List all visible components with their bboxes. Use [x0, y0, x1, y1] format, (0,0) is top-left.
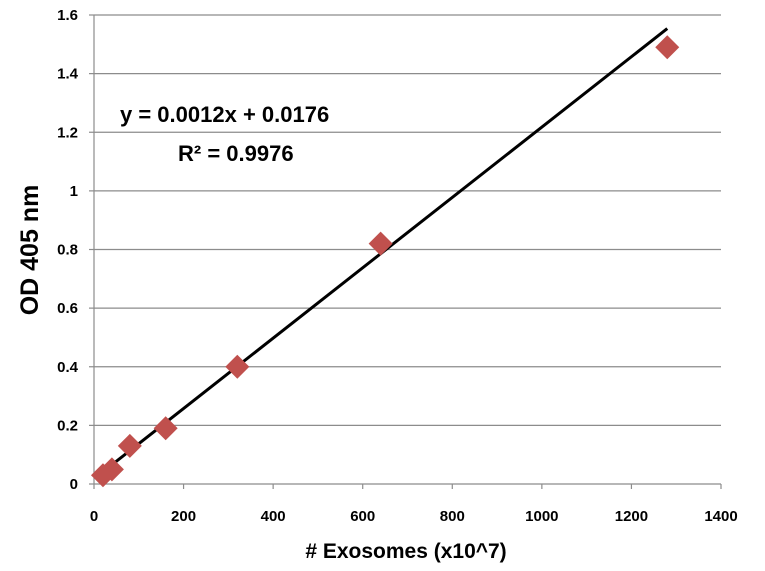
x-tick-label: 1200	[615, 508, 648, 525]
y-tick-label: 1.4	[57, 66, 79, 83]
data-point	[153, 416, 178, 441]
y-tick-label: 0.2	[57, 417, 78, 434]
x-axis-title: # Exosomes (x10^7)	[305, 540, 506, 563]
x-tick-label: 0	[90, 508, 98, 525]
x-tick-label: 1000	[525, 508, 558, 525]
x-tick-label: 1400	[704, 508, 737, 525]
x-tick-label: 800	[440, 508, 465, 525]
gridlines	[94, 14, 721, 426]
data-point	[99, 457, 124, 482]
y-axis-title: OD 405 nm	[16, 185, 44, 316]
r-squared-label: R² = 0.9976	[178, 141, 294, 166]
y-tick-label: 1	[70, 183, 78, 200]
y-tick-label: 1.6	[57, 7, 78, 24]
y-tick-label: 0.8	[57, 242, 78, 259]
y-tick-label: 0.6	[57, 300, 78, 317]
y-tick-label: 0.4	[57, 359, 79, 376]
x-tick-label: 600	[350, 508, 375, 525]
y-tick-label: 1.2	[57, 124, 78, 141]
x-tick-label: 200	[171, 508, 196, 525]
data-point	[655, 35, 680, 60]
data-point	[368, 231, 393, 256]
data-points	[90, 35, 680, 488]
tick-labels: 0 0.2 0.4 0.6 0.8 1 1.2 1.4 1.6 0 200 400 600 800 1000…	[57, 7, 738, 525]
data-point	[225, 354, 250, 379]
y-tick-label: 0	[70, 476, 78, 493]
trendline-equation: y = 0.0012x + 0.0176	[120, 102, 329, 127]
x-tick-label: 400	[261, 508, 286, 525]
data-point	[117, 433, 142, 458]
axes	[89, 14, 722, 489]
